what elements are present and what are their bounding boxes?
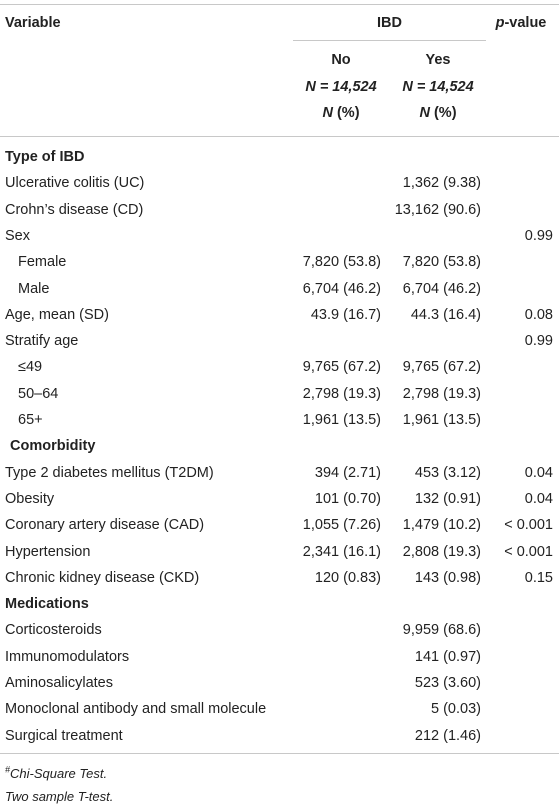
cell-yes: 5 (0.03) — [431, 701, 481, 717]
cell-yes: 453 (3.12) — [414, 465, 481, 481]
row-label: Chronic kidney disease (CKD) — [5, 570, 200, 586]
cell-no: 394 (2.71) — [314, 465, 381, 481]
cell-no: 120 (0.83) — [314, 570, 381, 586]
column-header-variable: Variable — [5, 15, 61, 31]
footnote-t-test: Two sample T-test. — [5, 789, 113, 805]
p-value-italic: p — [495, 15, 505, 31]
cell-no: 9,765 (67.2) — [302, 359, 381, 375]
cell-no: 1,055 (7.26) — [302, 517, 381, 533]
row-label: Ulcerative colitis (UC) — [5, 175, 145, 191]
cell-p-value: 0.99 — [524, 333, 553, 349]
header-bottom-rule — [0, 136, 559, 137]
row-label: Obesity — [5, 491, 55, 507]
column-header-p-value: p-value — [486, 14, 556, 32]
cell-yes: 9,765 (67.2) — [402, 359, 481, 375]
cell-yes: 141 (0.97) — [414, 649, 481, 665]
cell-no: 2,798 (19.3) — [302, 386, 381, 402]
cell-yes: 2,798 (19.3) — [402, 386, 481, 402]
p-value-suffix: -value — [504, 15, 547, 31]
row-label: Type 2 diabetes mellitus (T2DM) — [5, 465, 214, 481]
row-label: Crohn’s disease (CD) — [5, 202, 144, 218]
cell-yes: 9,959 (68.6) — [402, 622, 481, 638]
column-header-npct-no: N (%) — [322, 105, 360, 121]
row-label: 50–64 — [18, 386, 59, 402]
cell-no: 101 (0.70) — [314, 491, 381, 507]
cell-yes: 523 (3.60) — [414, 675, 481, 691]
cell-yes: 6,704 (46.2) — [402, 281, 481, 297]
cell-p-value: 0.08 — [524, 307, 553, 323]
cell-yes: 44.3 (16.4) — [410, 307, 481, 323]
cell-p-value: < 0.001 — [504, 544, 553, 560]
column-header-n-yes: N = 14,524 — [402, 79, 474, 95]
cell-p-value: 0.15 — [524, 570, 553, 586]
cell-yes: 1,479 (10.2) — [402, 517, 481, 533]
cell-p-value: < 0.001 — [504, 517, 553, 533]
cell-no: 2,341 (16.1) — [302, 544, 381, 560]
cell-yes: 1,961 (13.5) — [402, 412, 481, 428]
column-header-n-no: N = 14,524 — [305, 79, 377, 95]
row-label: Sex — [5, 228, 30, 244]
cell-yes: 212 (1.46) — [414, 728, 481, 744]
cell-no: 1,961 (13.5) — [302, 412, 381, 428]
cell-yes: 13,162 (90.6) — [394, 202, 481, 218]
row-label: Male — [18, 281, 50, 297]
row-label: Corticosteroids — [5, 622, 102, 638]
cell-no: 7,820 (53.8) — [302, 254, 381, 270]
row-label: Immunomodulators — [5, 649, 130, 665]
cell-yes: 2,808 (19.3) — [402, 544, 481, 560]
cell-yes: 143 (0.98) — [414, 570, 481, 586]
row-label: Stratify age — [5, 333, 79, 349]
cell-yes: 132 (0.91) — [414, 491, 481, 507]
cell-no: 6,704 (46.2) — [302, 281, 381, 297]
row-label: ≤49 — [18, 359, 43, 375]
row-label: Coronary artery disease (CAD) — [5, 517, 205, 533]
ibd-header-rule — [293, 40, 486, 41]
column-header-yes: Yes — [425, 52, 451, 68]
section-label: Comorbidity — [10, 438, 96, 454]
cell-yes: 7,820 (53.8) — [402, 254, 481, 270]
footnote-text: Chi-Square Test. — [10, 766, 108, 781]
cell-yes: 1,362 (9.38) — [402, 175, 481, 191]
section-label: Medications — [5, 596, 89, 612]
footnote-text: Two sample T-test. — [5, 789, 114, 804]
cell-no: 43.9 (16.7) — [310, 307, 381, 323]
column-header-npct-yes: N (%) — [419, 105, 457, 121]
row-label: 65+ — [18, 412, 43, 428]
row-label: Female — [18, 254, 67, 270]
column-header-no: No — [331, 52, 351, 68]
cell-p-value: 0.99 — [524, 228, 553, 244]
footnote-mark: # — [5, 764, 11, 775]
table-bottom-rule — [0, 753, 559, 754]
cell-p-value: 0.04 — [524, 465, 553, 481]
footnote-chi-square: #Chi-Square Test. — [5, 764, 108, 782]
row-label: Age, mean (SD) — [5, 307, 109, 323]
column-header-ibd: IBD — [377, 15, 402, 31]
row-label: Surgical treatment — [5, 728, 123, 744]
table-top-rule — [0, 4, 559, 5]
row-label: Monoclonal antibody and small molecule — [5, 701, 267, 717]
row-label: Aminosalicylates — [5, 675, 113, 691]
row-label: Hypertension — [5, 544, 91, 560]
cell-p-value: 0.04 — [524, 491, 553, 507]
section-label: Type of IBD — [5, 149, 85, 165]
